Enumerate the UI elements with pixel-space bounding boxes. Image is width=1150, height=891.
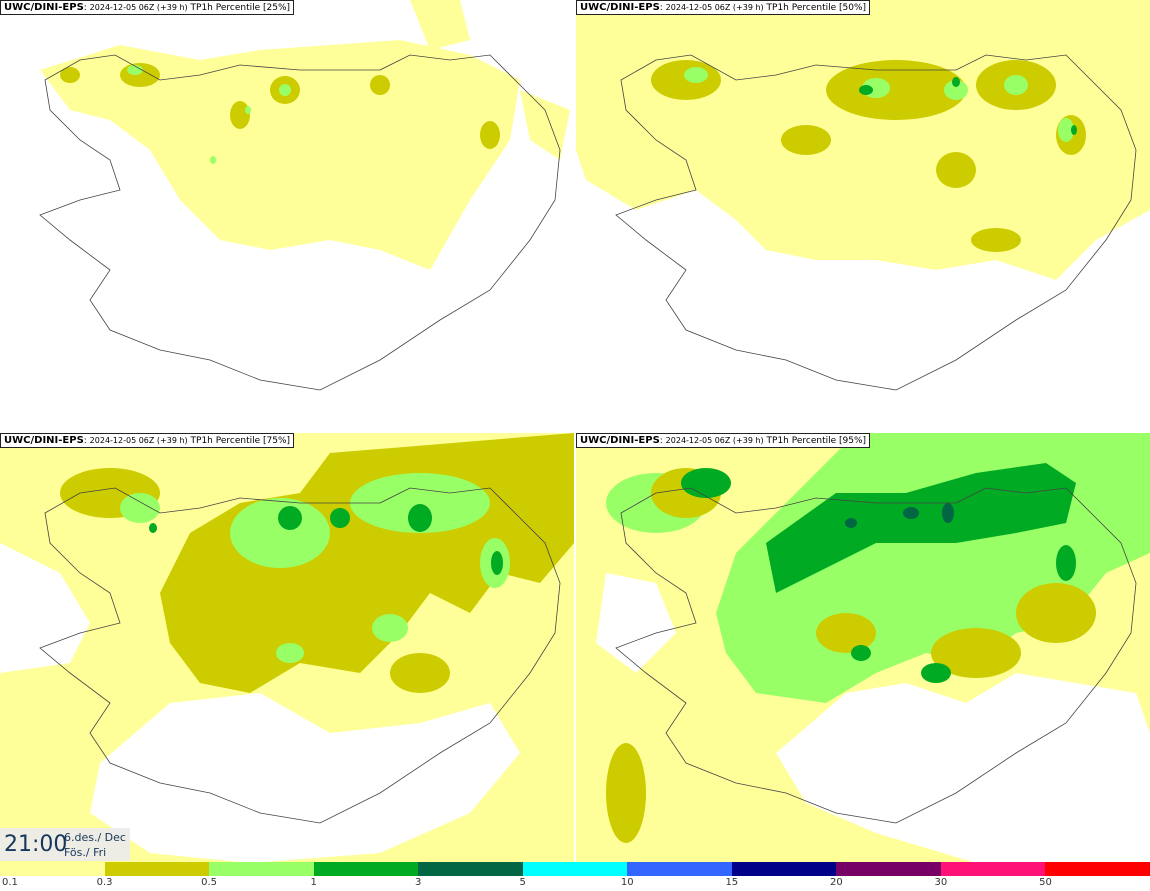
panel-title: UWC/DINI-EPS: 2024-12-05 06Z (+39 h) TP1…: [576, 0, 871, 15]
legend-swatch: [940, 862, 1046, 876]
legend-tick-label: 20: [829, 877, 843, 888]
panel-title: UWC/DINI-EPS: 2024-12-05 06Z (+39 h) TP1…: [576, 433, 871, 448]
map-panel-p50: UWC/DINI-EPS: 2024-12-05 06Z (+39 h) TP1…: [576, 0, 1150, 430]
legend-tick-label: 0.5: [201, 877, 218, 888]
precip-map-p95: [576, 433, 1150, 863]
legend-swatch: [209, 862, 314, 876]
map-panel-p95: UWC/DINI-EPS: 2024-12-05 06Z (+39 h) TP1…: [576, 433, 1150, 863]
coastline: [39, 54, 561, 391]
coastline: [615, 54, 1137, 391]
legend-tick-label: 0.3: [96, 877, 113, 888]
panel-title: UWC/DINI-EPS: 2024-12-05 06Z (+39 h) TP1…: [0, 0, 295, 15]
legend-tick-label: 15: [725, 877, 739, 888]
precip-map-p50: [576, 0, 1150, 391]
legend-tick-label: 50: [1039, 877, 1052, 888]
panel-title: UWC/DINI-EPS: 2024-12-05 06Z (+39 h) TP1…: [0, 433, 295, 448]
legend-tick-label: 5: [519, 877, 526, 888]
valid-time-box: 21:00 6.des./ Dec Fös./ Fri: [0, 828, 130, 861]
map-panel-p25: UWC/DINI-EPS: 2024-12-05 06Z (+39 h) TP1…: [0, 0, 574, 430]
legend-tick-label: 0.1: [2, 877, 18, 888]
legend-tick-label: 10: [620, 877, 634, 888]
legend-swatch: [0, 862, 105, 876]
precip-map-p75: [0, 433, 574, 863]
legend-swatch: [313, 862, 419, 876]
legend-tick-label: 30: [934, 877, 948, 888]
legend-swatch: [418, 862, 523, 876]
legend-tick-label: 1: [310, 877, 317, 888]
legend-swatch: [1045, 862, 1150, 876]
valid-time: 21:00: [4, 832, 68, 857]
legend-swatch: [627, 862, 732, 876]
precip-map-p25: [39, 0, 570, 391]
legend-swatch: [836, 862, 941, 876]
legend-swatch: [731, 862, 837, 876]
legend-color-bar: [0, 862, 1150, 876]
valid-date-line2: Fös./ Fri: [64, 846, 107, 859]
coastline: [615, 487, 1137, 824]
valid-date-line1: 6.des./ Dec: [64, 831, 126, 844]
map-panel-p75: UWC/DINI-EPS: 2024-12-05 06Z (+39 h) TP1…: [0, 433, 574, 863]
color-legend: 0.1 0.3 0.5 1 3 5 10 15 20 30 50: [0, 862, 1150, 891]
panel-divider-horizontal: [0, 430, 1150, 433]
coastline: [39, 487, 561, 824]
legend-swatch: [104, 862, 210, 876]
legend-swatch: [522, 862, 628, 876]
legend-tick-label: 3: [414, 877, 422, 888]
